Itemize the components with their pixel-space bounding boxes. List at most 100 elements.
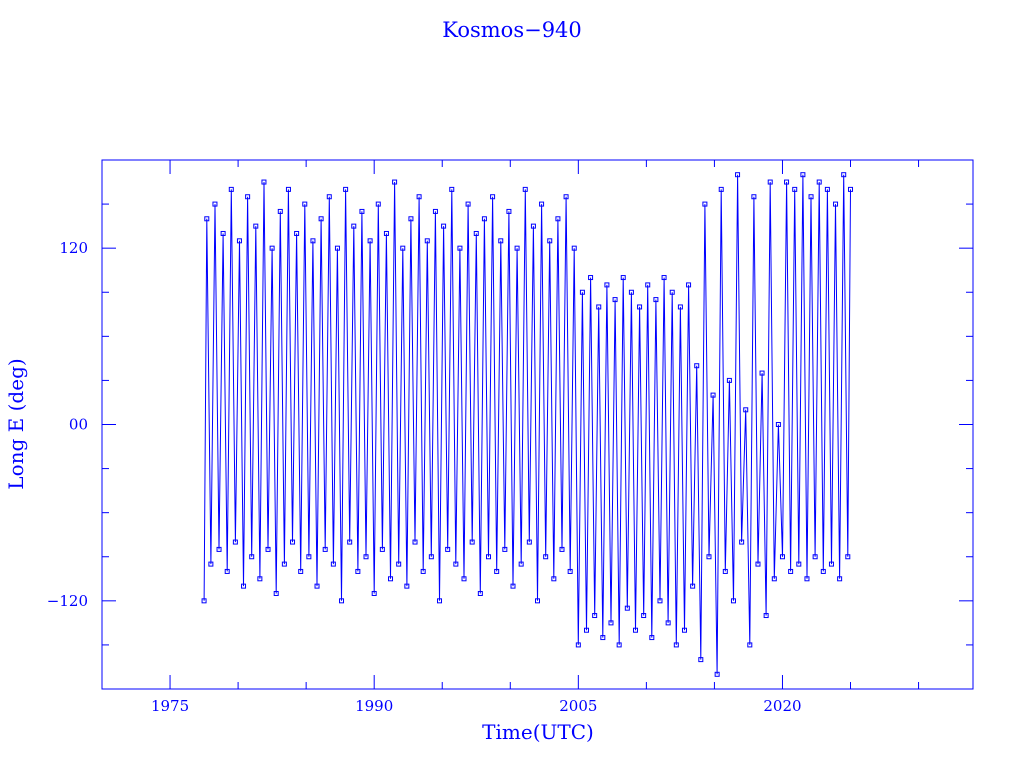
- data-point: [694, 363, 700, 369]
- data-point: [367, 238, 373, 244]
- data-point: [351, 223, 357, 229]
- data-point: [277, 208, 283, 214]
- series-line: [203, 174, 851, 675]
- data-point: [820, 568, 826, 574]
- plot-area: 1975 1990 2005 2020 −120 00 120: [47, 159, 974, 715]
- data-point: [592, 613, 598, 619]
- data-point: [833, 201, 839, 207]
- data-point: [347, 539, 353, 545]
- data-point: [432, 208, 438, 214]
- data-point: [273, 590, 279, 596]
- data-point: [690, 583, 696, 589]
- data-point: [465, 201, 471, 207]
- data-point: [420, 568, 426, 574]
- data-point: [620, 275, 626, 281]
- data-point: [379, 546, 385, 552]
- data-point: [220, 230, 226, 236]
- data-point: [249, 554, 255, 560]
- data-point: [677, 304, 683, 310]
- data-point: [506, 208, 512, 214]
- data-point: [616, 642, 622, 648]
- data-point: [294, 230, 300, 236]
- data-point: [649, 635, 655, 641]
- data-point: [469, 539, 475, 545]
- data-point: [755, 561, 761, 567]
- data-point: [461, 576, 467, 582]
- data-point: [445, 546, 451, 552]
- data-point: [808, 194, 814, 200]
- data-point: [375, 201, 381, 207]
- data-point: [261, 179, 267, 185]
- data-point: [285, 186, 291, 192]
- data-point: [828, 561, 834, 567]
- data-point: [224, 568, 230, 574]
- data-point: [481, 216, 487, 222]
- data-point: [800, 172, 806, 178]
- data-point: [236, 238, 242, 244]
- data-point: [653, 297, 659, 303]
- data-point: [575, 642, 581, 648]
- data-point: [661, 275, 667, 281]
- data-point: [334, 245, 340, 251]
- data-point: [306, 554, 312, 560]
- data-point: [816, 179, 822, 185]
- data-point: [339, 598, 345, 604]
- data-point: [498, 238, 504, 244]
- data-point: [547, 238, 553, 244]
- data-point: [408, 216, 414, 222]
- data-point: [404, 583, 410, 589]
- x-tick-label: 1975: [151, 697, 189, 715]
- x-axis-label: Time(UTC): [482, 720, 594, 744]
- data-point: [645, 282, 651, 288]
- data-point: [473, 230, 479, 236]
- data-point: [571, 245, 577, 251]
- data-point: [718, 186, 724, 192]
- data-point: [726, 377, 732, 383]
- data-point: [714, 671, 720, 677]
- data-point: [543, 554, 549, 560]
- data-point: [612, 297, 618, 303]
- data-point: [424, 238, 430, 244]
- data-point: [743, 407, 749, 413]
- data-point: [624, 605, 630, 611]
- data-point: [232, 539, 238, 545]
- data-point: [477, 590, 483, 596]
- data-point: [710, 392, 716, 398]
- data-point: [673, 642, 679, 648]
- x-tick-label: 1990: [355, 697, 393, 715]
- data-point: [359, 208, 365, 214]
- data-point: [412, 539, 418, 545]
- plot-frame: [101, 159, 974, 690]
- data-point: [751, 194, 757, 200]
- data-point: [265, 546, 271, 552]
- data-point: [204, 216, 210, 222]
- data-point: [706, 554, 712, 560]
- data-point: [490, 194, 496, 200]
- chart-title: Kosmos−940: [442, 18, 582, 42]
- data-point: [702, 201, 708, 207]
- data-point: [686, 282, 692, 288]
- data-point: [600, 635, 606, 641]
- data-point: [848, 186, 854, 192]
- data-point: [535, 598, 540, 604]
- data-point: [641, 613, 647, 619]
- data-point: [788, 568, 794, 574]
- data-point: [563, 194, 569, 200]
- data-point: [775, 422, 781, 427]
- data-point: [494, 568, 500, 574]
- data-point: [502, 546, 508, 552]
- data-point: [310, 238, 316, 244]
- data-point: [583, 627, 589, 633]
- x-tick-label: 2020: [763, 697, 801, 715]
- data-point: [812, 554, 818, 560]
- data-point: [228, 186, 234, 192]
- data-point: [269, 245, 275, 251]
- data-point: [526, 539, 532, 545]
- data-point: [559, 546, 565, 552]
- data-point: [841, 172, 847, 178]
- data-point: [245, 194, 251, 200]
- data-point: [596, 304, 602, 310]
- data-point: [681, 627, 687, 633]
- data-point: [522, 186, 528, 192]
- data-point: [771, 576, 777, 582]
